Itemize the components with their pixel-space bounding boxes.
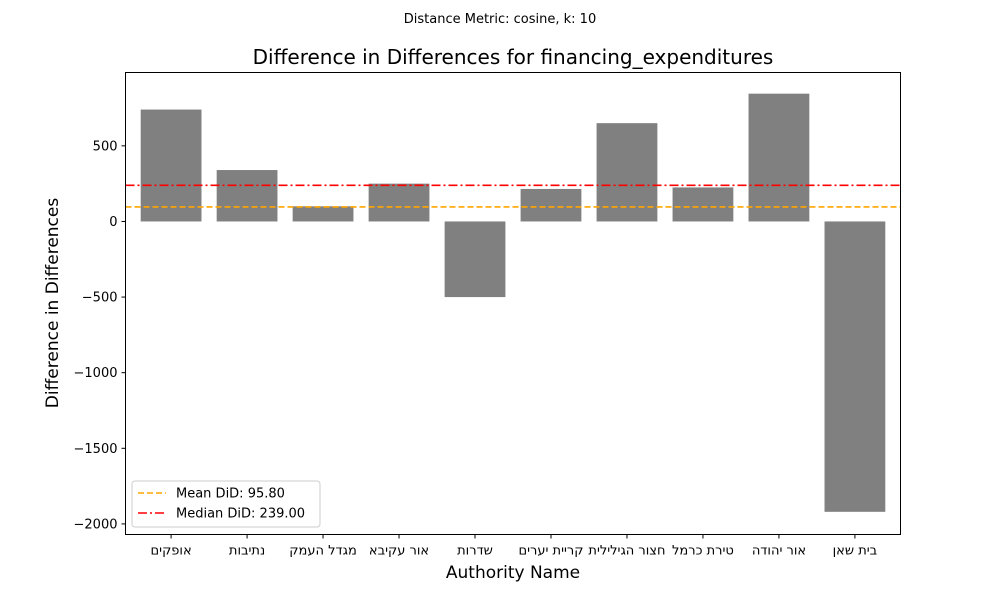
bar (140, 109, 202, 222)
reference-lines-group (125, 184, 901, 208)
y-tick-label: 0 (109, 215, 117, 230)
x-tick-label: אביקע רוא (369, 544, 429, 559)
x-tick-label: םירעי תיירק (519, 544, 584, 559)
x-axis-label: Authority Name (446, 563, 580, 583)
bar (216, 170, 278, 222)
y-tick-label: −1000 (74, 366, 118, 381)
x-tick-label: תורדש (457, 544, 493, 559)
plot-area-frame (125, 72, 901, 535)
legend-label: Mean DiD: 95.80 (176, 487, 285, 502)
bar (672, 187, 734, 222)
y-tick-label: −2000 (74, 517, 118, 532)
bar (748, 93, 810, 222)
chart-title: Difference in Differences for financing_… (253, 45, 774, 69)
chart-suptitle: Distance Metric: cosine, k: 10 (404, 12, 596, 27)
x-axis-ticks: םיקפוא תוביתנ קמעה לדגמ אביקע רוא תורדש םירעי… (151, 534, 878, 559)
bar (368, 183, 430, 222)
legend-box (131, 480, 321, 528)
y-axis-ticks: 500 0 −500 −1000 −1500 −2000 (74, 139, 126, 532)
y-tick-label: −1500 (74, 442, 118, 457)
x-tick-label: תוביתנ (229, 544, 265, 559)
bar (292, 206, 354, 222)
legend-label: Median DiD: 239.00 (176, 507, 305, 522)
x-tick-label: םיקפוא (151, 544, 192, 559)
bars-group (140, 93, 886, 512)
x-tick-label: תיליליגה רוצח (588, 544, 665, 559)
bar (596, 123, 658, 222)
bar (520, 188, 582, 222)
bar (824, 221, 886, 512)
legend: Mean DiD: 95.80 Median DiD: 239.00 (131, 480, 321, 528)
y-tick-label: 500 (93, 139, 118, 154)
y-tick-label: −500 (82, 291, 118, 306)
x-tick-label: למרכ תריט (672, 544, 734, 559)
x-tick-label: ןאש תיב (833, 544, 878, 559)
bar (444, 221, 506, 298)
y-axis-label: Difference in Differences (43, 198, 63, 409)
x-tick-label: הדוהי רוא (752, 544, 806, 559)
x-tick-label: קמעה לדגמ (289, 544, 357, 559)
